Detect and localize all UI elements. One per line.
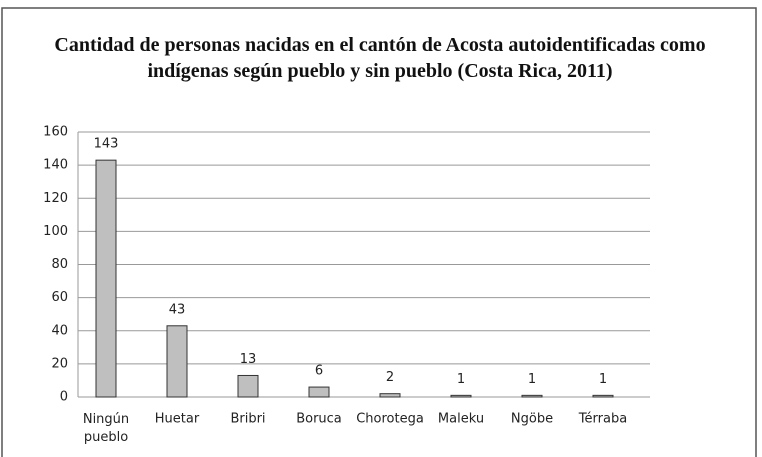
data-label: 1 bbox=[528, 372, 536, 387]
y-tick-label: 0 bbox=[60, 390, 68, 405]
y-tick-label: 120 bbox=[43, 191, 68, 206]
y-tick-label: 80 bbox=[51, 257, 68, 272]
bar bbox=[521, 394, 543, 398]
bar bbox=[592, 394, 614, 398]
data-label: 1 bbox=[457, 372, 465, 387]
bar bbox=[95, 159, 117, 398]
data-label: 6 bbox=[315, 364, 323, 379]
y-tick-label: 60 bbox=[51, 290, 68, 305]
data-label: 43 bbox=[169, 302, 186, 317]
bar bbox=[166, 325, 188, 398]
data-label: 13 bbox=[240, 352, 257, 367]
x-tick-label: Huetar bbox=[155, 412, 200, 427]
frame bbox=[1, 7, 757, 457]
data-label: 2 bbox=[386, 370, 394, 385]
data-label: 143 bbox=[94, 137, 119, 152]
y-tick-label: 160 bbox=[43, 125, 68, 140]
bar bbox=[450, 394, 472, 398]
y-tick-label: 40 bbox=[51, 323, 68, 338]
bar bbox=[237, 374, 259, 398]
x-tick-label: Boruca bbox=[296, 412, 342, 427]
x-tick-label: Ngöbe bbox=[511, 412, 553, 427]
x-tick-label: Térraba bbox=[578, 412, 627, 427]
y-tick-label: 140 bbox=[43, 158, 68, 173]
x-tick-label: Ningún pueblo bbox=[83, 412, 129, 445]
y-tick-label: 20 bbox=[51, 356, 68, 371]
bar bbox=[308, 386, 330, 398]
x-tick-label: Bribri bbox=[230, 412, 265, 427]
x-tick-label: Maleku bbox=[438, 412, 484, 427]
x-tick-label: Chorotega bbox=[356, 412, 424, 427]
bar bbox=[379, 393, 401, 398]
y-tick-label: 100 bbox=[43, 224, 68, 239]
chart-title: Cantidad de personas nacidas en el cantó… bbox=[54, 34, 706, 82]
data-label: 1 bbox=[599, 372, 607, 387]
